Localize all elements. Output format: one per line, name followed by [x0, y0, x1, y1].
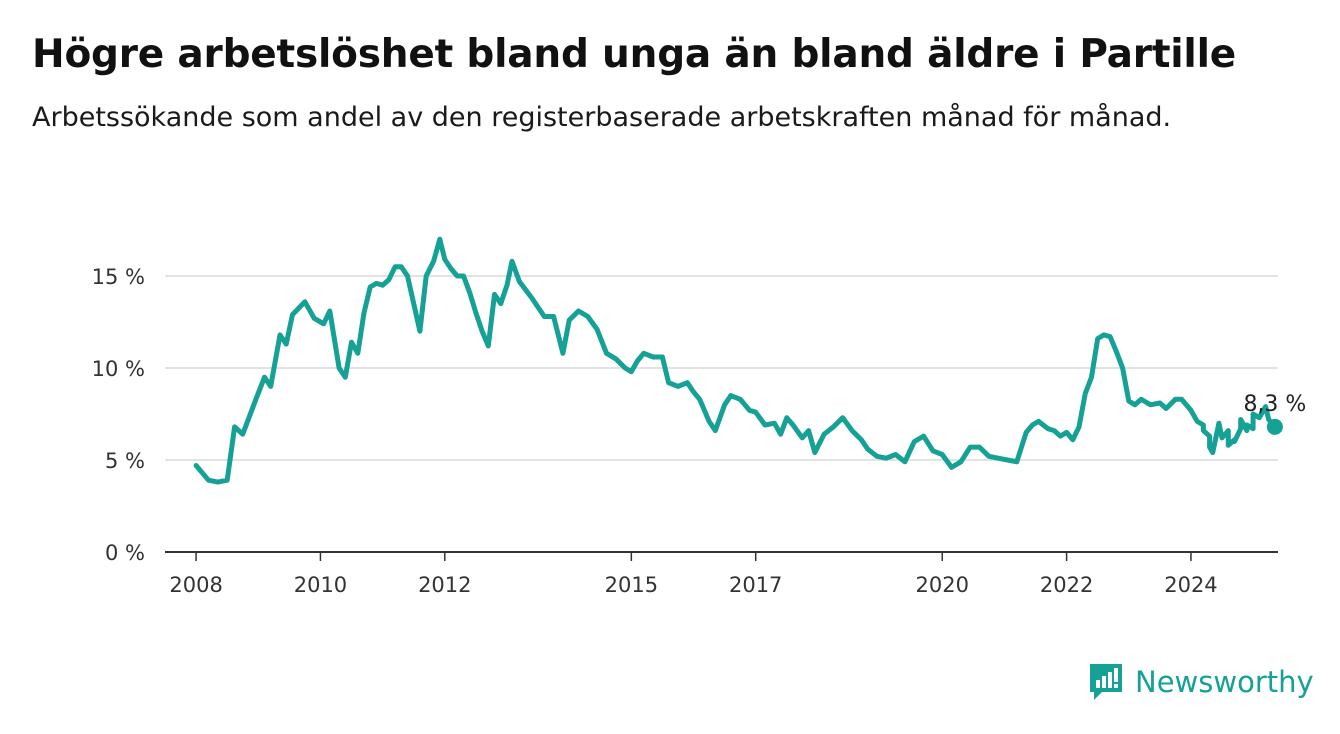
y-tick-label: 10 % — [92, 357, 145, 381]
series-labels: 8,3 % — [1243, 392, 1306, 417]
y-axis-tick-labels: 0 % 5 % 10 % 15 % — [92, 265, 145, 565]
series-line-0 — [193, 236, 1278, 485]
x-tick-label: 2012 — [418, 573, 471, 597]
x-tick-label: 2010 — [294, 573, 347, 597]
x-tick-label: 2024 — [1164, 573, 1217, 597]
chart-subtitle: Arbetssökande som andel av den registerb… — [32, 102, 1172, 133]
x-tick-label: 2008 — [169, 573, 222, 597]
y-tick-label: 5 % — [105, 449, 145, 473]
y-tick-label: 15 % — [92, 265, 145, 289]
series-lines — [193, 236, 1283, 485]
newsworthy-logo[interactable]: Newsworthy — [1088, 660, 1314, 704]
newsworthy-logo-icon — [1088, 662, 1124, 702]
series-end-point-0 — [1266, 418, 1283, 435]
x-tick-label: 2015 — [605, 573, 658, 597]
x-tick-label: 2017 — [729, 573, 782, 597]
brand-name: Newsworthy — [1135, 665, 1314, 699]
x-axis-tick-labels: 2008 2010 2012 2015 2017 2020 2022 2024 — [169, 552, 1218, 597]
y-tick-label: 0 % — [105, 541, 145, 565]
series-end-label-0: 8,3 % — [1243, 392, 1306, 417]
x-tick-label: 2022 — [1040, 573, 1093, 597]
x-tick-label: 2020 — [916, 573, 969, 597]
chart-title: Högre arbetslöshet bland unga än bland ä… — [32, 32, 1237, 77]
